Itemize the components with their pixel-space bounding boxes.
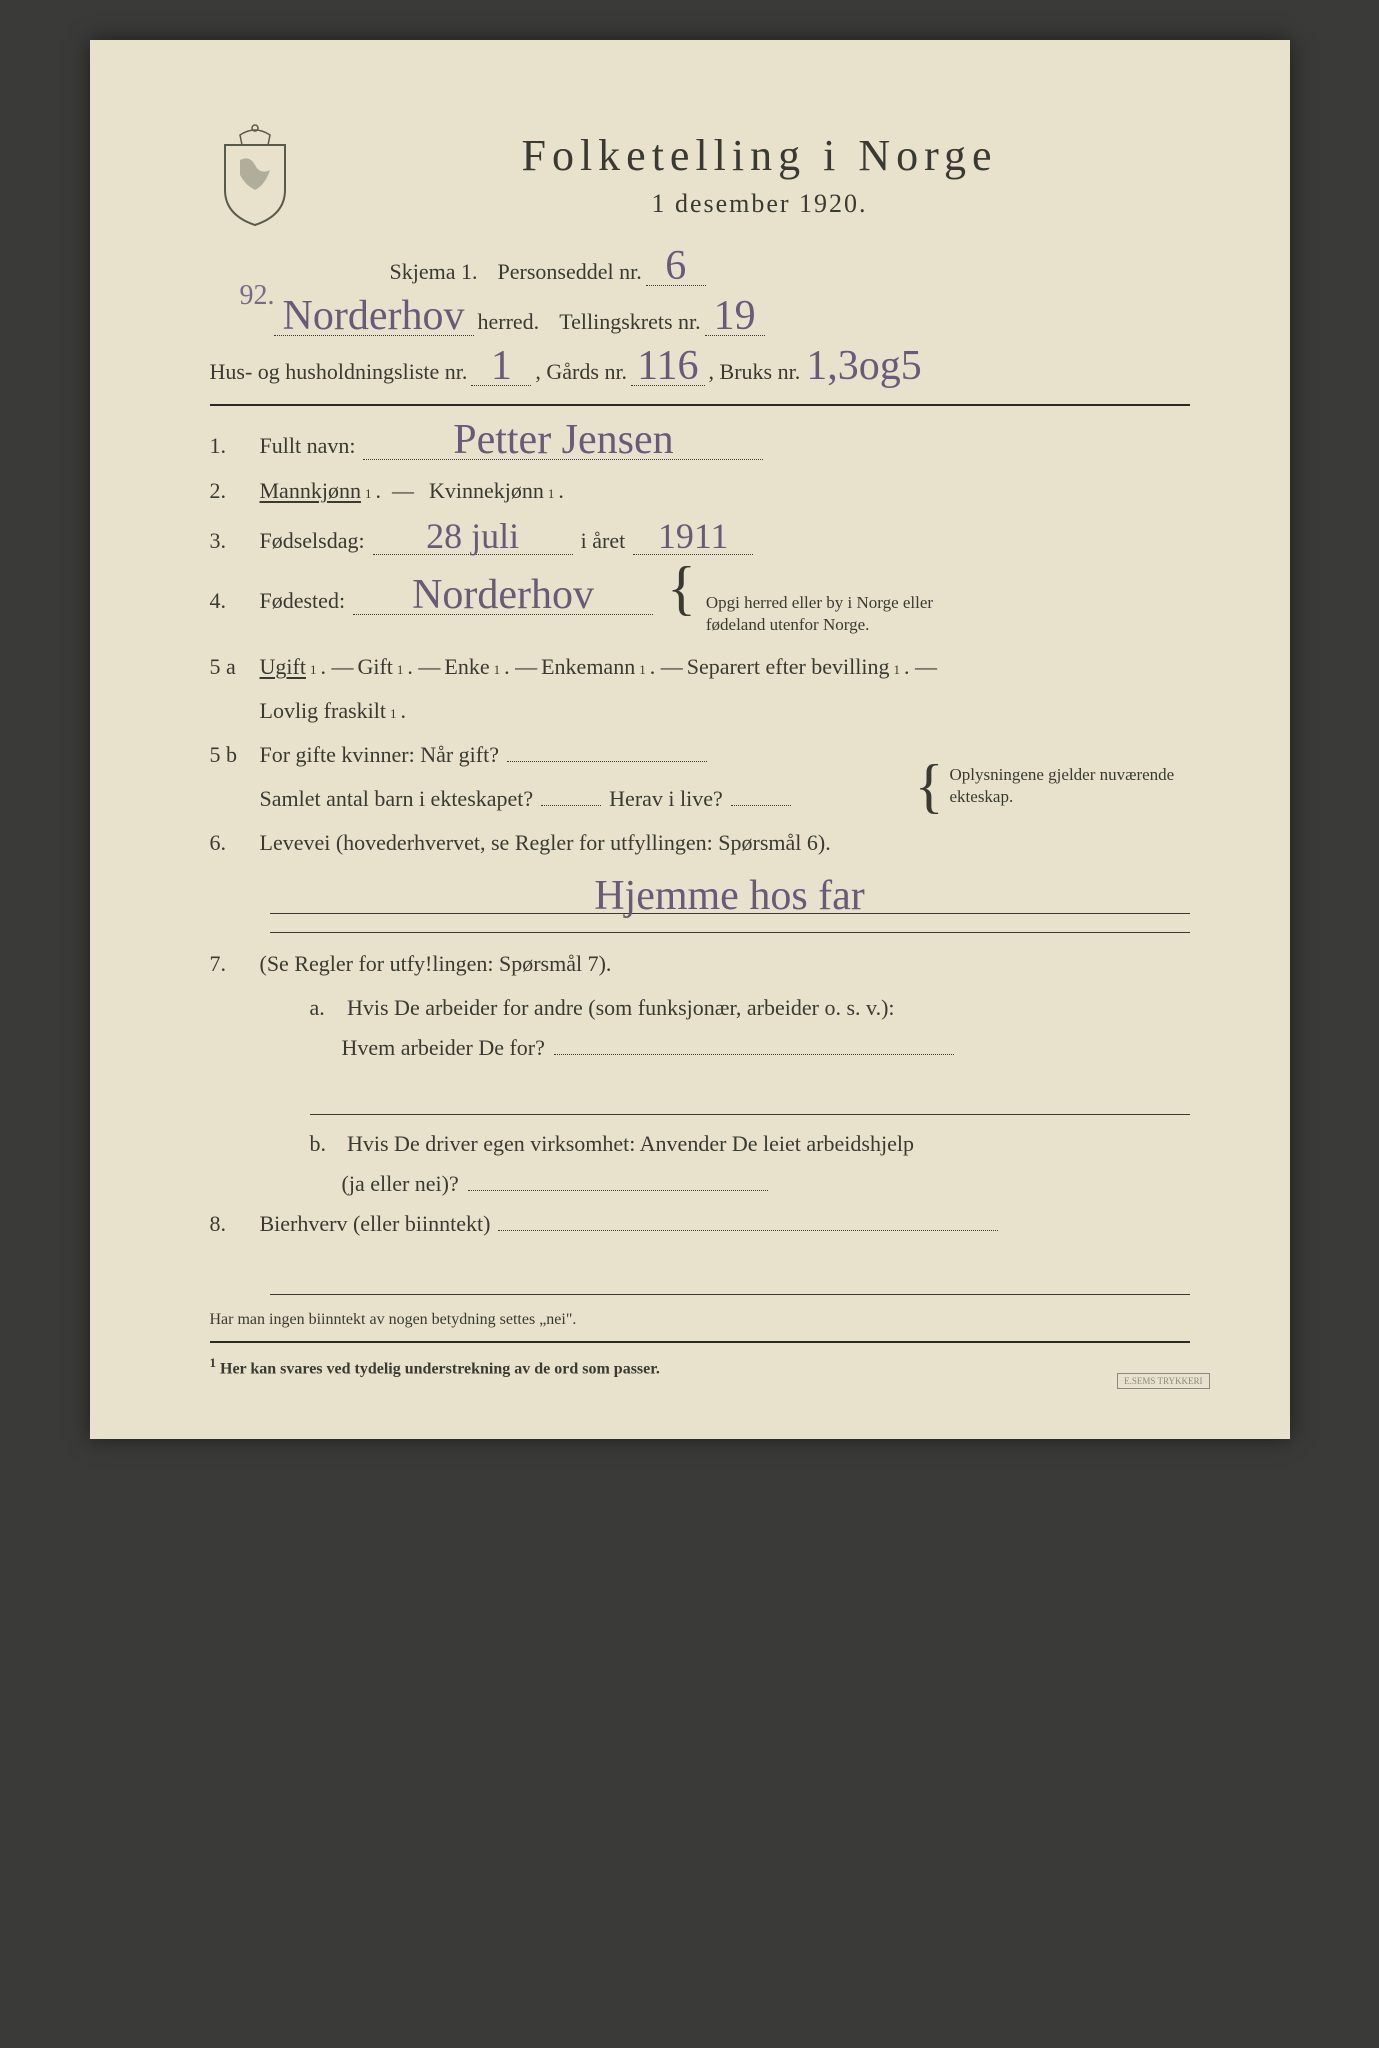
- birth-day: 28 juli: [420, 516, 525, 556]
- footnote-2: 1 Her kan svares ved tydelig understrekn…: [210, 1355, 1190, 1378]
- header: Folketelling i Norge 1 desember 1920.: [210, 120, 1190, 230]
- q8-row: 8. Bierhverv (eller biinntekt): [210, 1211, 1190, 1237]
- printer-stamp: E.SEMS TRYKKERI: [1117, 1373, 1209, 1389]
- q3-row: 3. Fødselsdag: 28 juli i året 1911: [210, 522, 1190, 555]
- husliste-nr: 1: [485, 343, 518, 389]
- q7a: a. Hvis De arbeider for andre (som funks…: [210, 995, 1190, 1021]
- census-form: Folketelling i Norge 1 desember 1920. 92…: [90, 40, 1290, 1439]
- footnote-1: Har man ingen biinntekt av nogen betydni…: [210, 1311, 1190, 1329]
- meta-line-1: Skjema 1. Personseddel nr. 6: [210, 250, 1190, 286]
- gender-mann: Mannkjønn: [260, 478, 361, 504]
- q1-row: 1. Fullt navn: Petter Jensen: [210, 424, 1190, 460]
- divider-thin: [270, 932, 1190, 933]
- q4-note: Opgi herred eller by i Norge eller fødel…: [706, 592, 946, 636]
- q7-row: 7. (Se Regler for utfy!lingen: Spørsmål …: [210, 951, 1190, 977]
- q7b: b. Hvis De driver egen virksomhet: Anven…: [210, 1131, 1190, 1157]
- q6-row: 6. Levevei (hovederhvervet, se Regler fo…: [210, 830, 1190, 856]
- herred-value: Norderhov: [277, 293, 471, 339]
- q7a-line2: Hvem arbeider De for?: [210, 1035, 1190, 1061]
- q7b-line2: (ja eller nei)?: [210, 1171, 1190, 1197]
- q2-row: 2. Mannkjønn1. — Kvinnekjønn1.: [210, 478, 1190, 504]
- q5a-row-2: Lovlig fraskilt1.: [210, 698, 1190, 724]
- q5a-row: 5 a Ugift1. — Gift1. — Enke1. — Enkemann…: [210, 654, 1190, 680]
- birth-year: 1911: [652, 516, 735, 556]
- meta-line-3: Hus- og husholdningsliste nr. 1 , Gårds …: [210, 350, 1190, 386]
- main-title: Folketelling i Norge: [330, 130, 1190, 181]
- q5b-note: Oplysningene gjelder nuværende ekteskap.: [950, 764, 1190, 808]
- divider: [210, 404, 1190, 406]
- coat-of-arms-icon: [210, 120, 300, 230]
- tellingskrets-nr: 19: [708, 293, 762, 339]
- subtitle: 1 desember 1920.: [330, 189, 1190, 219]
- margin-note: 92.: [240, 280, 275, 312]
- personseddel-nr: 6: [659, 243, 692, 289]
- q8-blank: [270, 1255, 1190, 1295]
- birthplace: Norderhov: [406, 572, 600, 618]
- meta-line-2: Norderhov herred. Tellingskrets nr. 19: [210, 300, 1190, 336]
- occupation: Hjemme hos far: [588, 873, 871, 919]
- divider: [210, 1341, 1190, 1343]
- q6-answer-line: Hjemme hos far: [270, 874, 1190, 914]
- gards-nr: 116: [631, 343, 704, 389]
- q5b-row: 5 b For gifte kvinner: Når gift? Samlet …: [210, 742, 1190, 830]
- q4-row: 4. Fødested: Norderhov { Opgi herred ell…: [210, 573, 1190, 636]
- q7a-blank: [310, 1075, 1190, 1115]
- bruks-nr: 1,3og5: [800, 350, 928, 384]
- marital-ugift: Ugift: [260, 654, 306, 680]
- full-name: Petter Jensen: [447, 417, 679, 463]
